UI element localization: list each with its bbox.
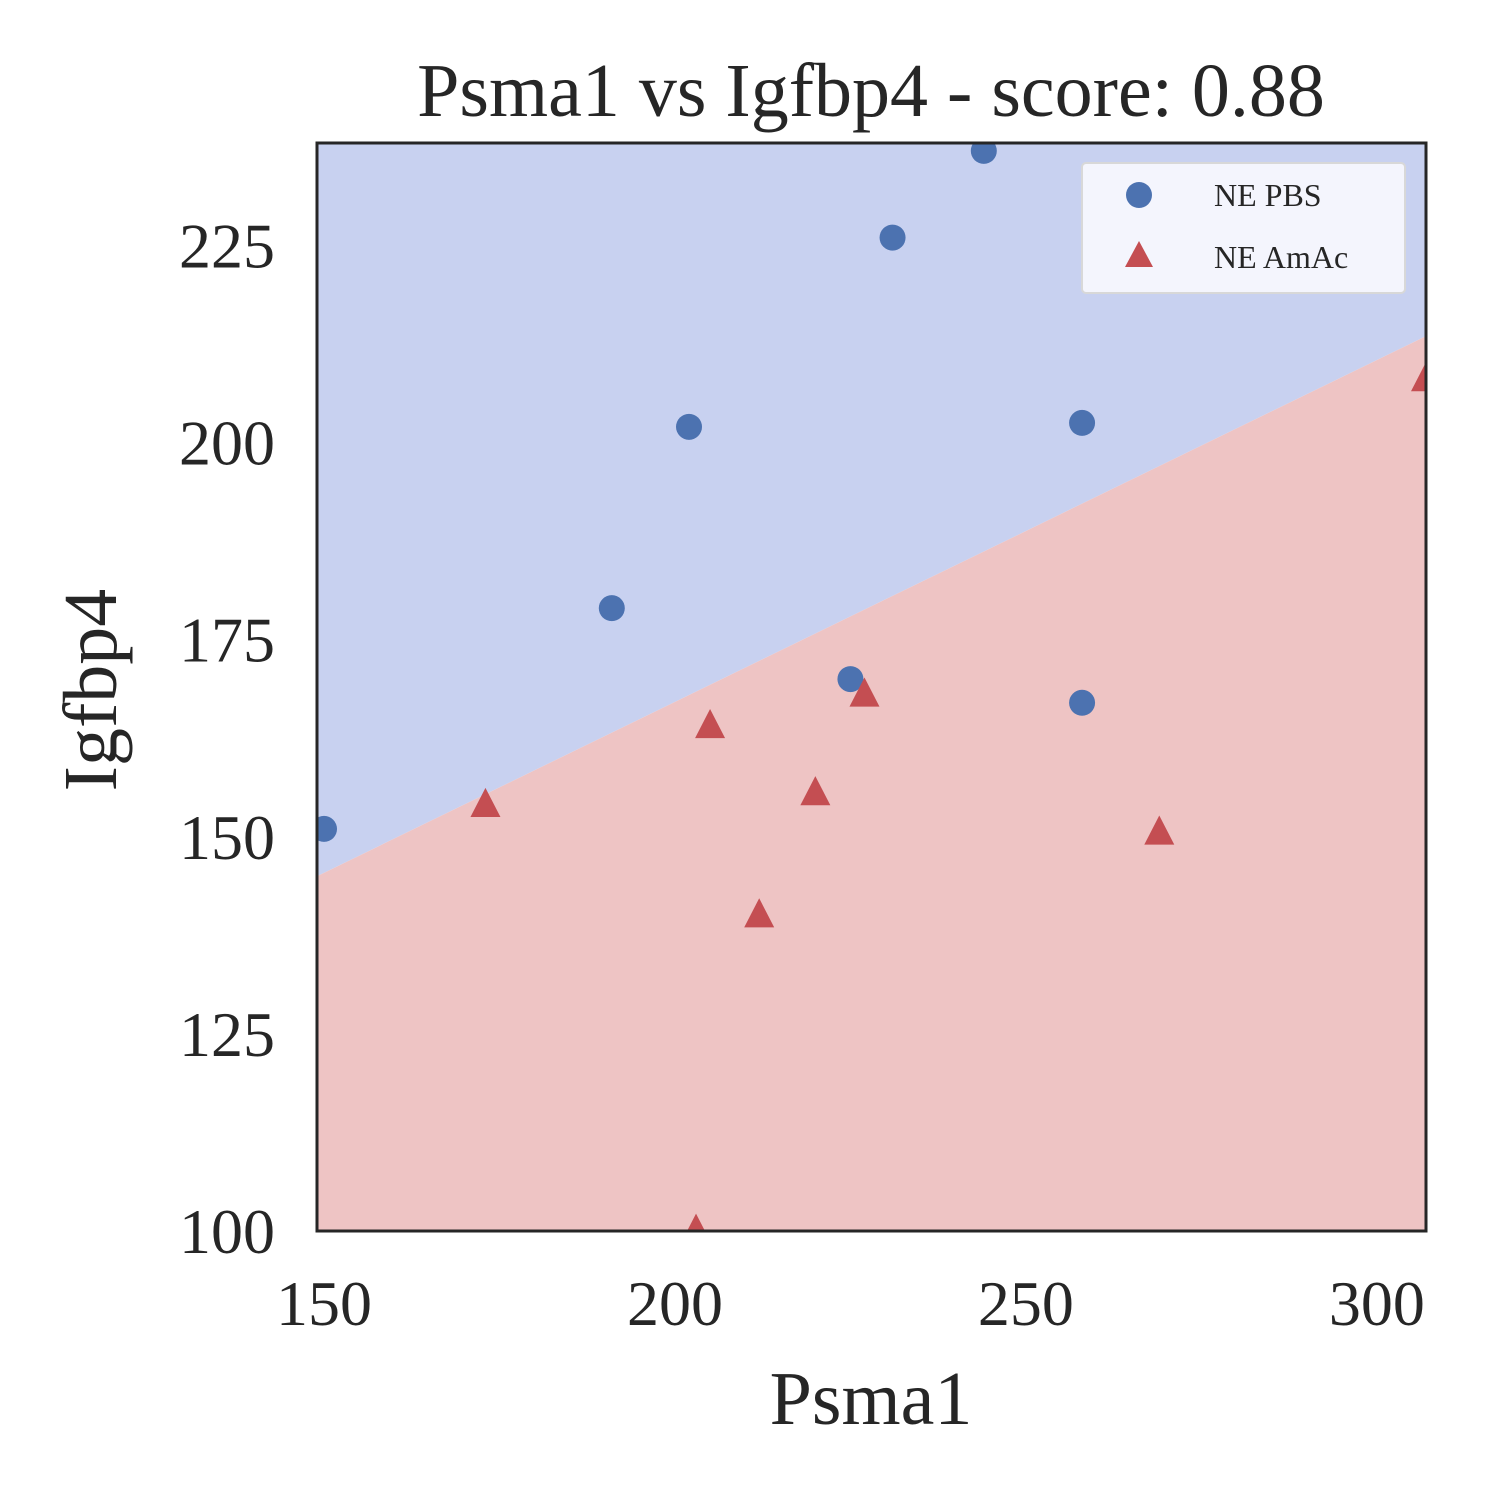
ne-pbs-point-7 <box>1069 409 1096 436</box>
y-tick-label: 150 <box>179 802 275 873</box>
y-tick-label: 125 <box>179 999 275 1070</box>
ne-amac-point-3 <box>744 898 775 928</box>
ne-amac-point-5 <box>849 677 880 707</box>
ne-amac-point-7 <box>1411 362 1426 392</box>
ne-pbs-point-4 <box>879 224 906 251</box>
x-axis-label: Psma1 <box>770 1357 973 1441</box>
legend-marker-ne-amac <box>1125 241 1153 267</box>
ne-pbs-point-0 <box>317 815 338 842</box>
ne-pbs-point-5 <box>970 143 997 164</box>
y-tick-label: 100 <box>179 1196 275 1267</box>
x-tick-label: 250 <box>978 1268 1074 1339</box>
data-points <box>317 143 1426 1231</box>
x-tick-label: 150 <box>276 1268 372 1339</box>
legend-box <box>1081 162 1406 294</box>
legend-label-ne-pbs: NE PBS <box>1214 177 1322 213</box>
legend-marker-ne-pbs <box>1126 182 1152 208</box>
ne-pbs-point-2 <box>676 413 703 440</box>
x-tick-label: 200 <box>627 1268 723 1339</box>
legend: NE PBS NE AmAc <box>1081 162 1406 294</box>
y-axis-label: Igfbp4 <box>49 589 133 792</box>
plot-frame <box>315 141 1428 1233</box>
ne-amac-point-4 <box>800 776 831 806</box>
y-tick-labels: 100 125 150 175 200 225 <box>179 210 275 1267</box>
ne-pbs-point-6 <box>1069 689 1096 716</box>
ne-amac-point-0 <box>470 787 501 818</box>
decision-region-ne-amac <box>317 336 1426 1231</box>
plot-area <box>317 143 1426 1231</box>
y-tick-label: 175 <box>179 605 275 676</box>
y-tick-label: 225 <box>179 210 275 281</box>
ne-amac-point-1 <box>687 1213 705 1231</box>
ne-amac-point-6 <box>1144 815 1175 845</box>
ne-pbs-point-1 <box>598 595 625 622</box>
decision-region-ne-pbs <box>317 143 1426 877</box>
x-tick-labels: 150 200 250 300 <box>276 1268 1425 1339</box>
x-tick-label: 300 <box>1329 1268 1425 1339</box>
ne-pbs-point-3 <box>837 666 864 693</box>
chart-title: Psma1 vs Igfbp4 - score: 0.88 <box>417 49 1325 133</box>
ne-amac-point-2 <box>695 709 726 739</box>
y-tick-label: 200 <box>179 408 275 479</box>
legend-label-ne-amac: NE AmAc <box>1214 239 1348 275</box>
